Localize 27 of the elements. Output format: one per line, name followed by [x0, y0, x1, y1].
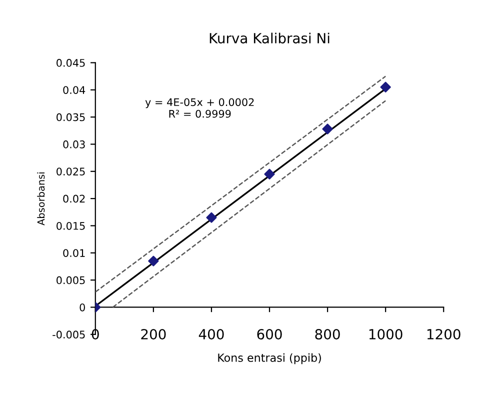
y-tick-label: 0.005 — [56, 276, 85, 284]
point — [380, 82, 391, 92]
y-tick-label: 0.035 — [56, 113, 85, 122]
y-tick-label: 0.015 — [56, 222, 85, 230]
y-tick-label: -0.005 — [52, 330, 85, 339]
annotation: y = 4E-05x + 0.0002 R² = 0.9999 — [145, 98, 254, 118]
point — [322, 124, 333, 134]
point — [206, 212, 217, 223]
y-axis-title: Absorbansi — [37, 172, 45, 226]
y-tick-label: 0.03 — [63, 140, 85, 148]
point — [148, 256, 159, 266]
y-tick-label: 0.01 — [63, 249, 85, 257]
x-tick-label: 1000 — [369, 329, 402, 340]
y-tick-label: 0.04 — [63, 86, 86, 94]
x-axis-title: Kons entrasi (ppib) — [218, 353, 321, 364]
point — [264, 168, 275, 180]
y-tick-label: 0.02 — [63, 194, 85, 203]
y-tick-label: 0.025 — [56, 168, 85, 176]
x-tick-label: 200 — [141, 329, 166, 340]
y-tick-label: 0.045 — [56, 58, 85, 67]
y-tick-label: 0 — [80, 303, 85, 312]
x-tick-label: 0 — [92, 329, 99, 340]
x-tick-label: 1200 — [427, 329, 460, 340]
x-tick-label: 600 — [257, 329, 282, 340]
chart-title: Kurva Kalibrasi Ni — [210, 32, 330, 44]
x-tick-label: 400 — [198, 329, 224, 340]
x-tick-label: 800 — [315, 329, 340, 340]
